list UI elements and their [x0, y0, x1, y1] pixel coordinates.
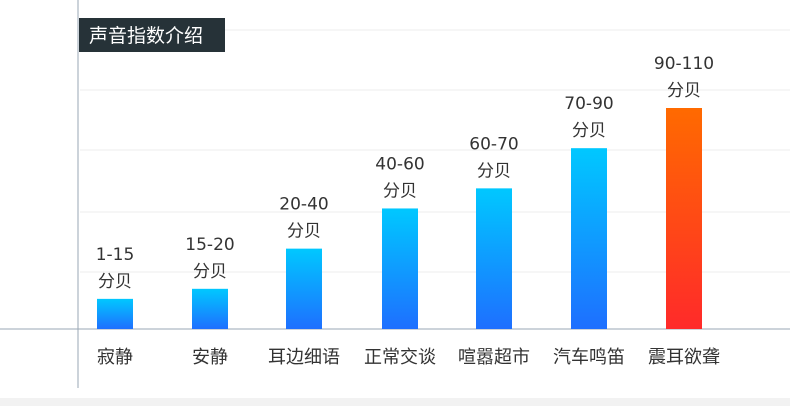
bar-6 [666, 108, 702, 329]
bar-1 [192, 288, 228, 329]
category-labels: 寂静 安静 耳边细语 正常交谈 喧嚣超市 汽车鸣笛 震耳欲聋 [97, 347, 720, 368]
bar-label-unit-3: 分贝 [383, 181, 417, 201]
bar-label-unit-6: 分贝 [667, 81, 701, 101]
category-label-6: 震耳欲聋 [648, 347, 720, 368]
bar-0 [97, 298, 133, 329]
category-label-0: 寂静 [97, 347, 133, 368]
bar-2 [286, 248, 322, 329]
category-label-4: 喧嚣超市 [458, 347, 530, 368]
bar-3 [382, 208, 418, 329]
chart-title: 声音指数介绍 [89, 25, 203, 47]
bar-label-unit-5: 分贝 [572, 121, 606, 141]
bar-label-range-1: 15-20 [185, 235, 234, 255]
bar-label-unit-2: 分贝 [287, 222, 321, 242]
category-label-3: 正常交谈 [364, 347, 436, 368]
bar-label-unit-1: 分贝 [193, 262, 227, 282]
bar-label-range-5: 70-90 [564, 94, 613, 114]
category-label-1: 安静 [192, 347, 228, 368]
bar-label-range-2: 20-40 [279, 195, 328, 215]
bar-label-range-0: 1-15 [96, 245, 135, 265]
category-label-5: 汽车鸣笛 [553, 347, 625, 368]
category-label-2: 耳边细语 [268, 347, 340, 368]
bar-label-unit-0: 分贝 [98, 272, 132, 292]
chart-title-box: 声音指数介绍 [79, 18, 225, 52]
bar-label-range-4: 60-70 [469, 134, 518, 154]
bottom-strip [0, 398, 790, 406]
bar-label-unit-4: 分贝 [477, 161, 511, 181]
bar-label-range-3: 40-60 [375, 154, 424, 174]
bar-4 [476, 188, 512, 329]
bars [97, 108, 702, 329]
bar-5 [571, 148, 607, 329]
bar-labels: 分贝 1-15 分贝 15-20 分贝 20-40 分贝 40-60 分贝 60-70 分贝 70-9… [96, 54, 714, 292]
bar-label-range-6: 90-110 [654, 54, 714, 74]
